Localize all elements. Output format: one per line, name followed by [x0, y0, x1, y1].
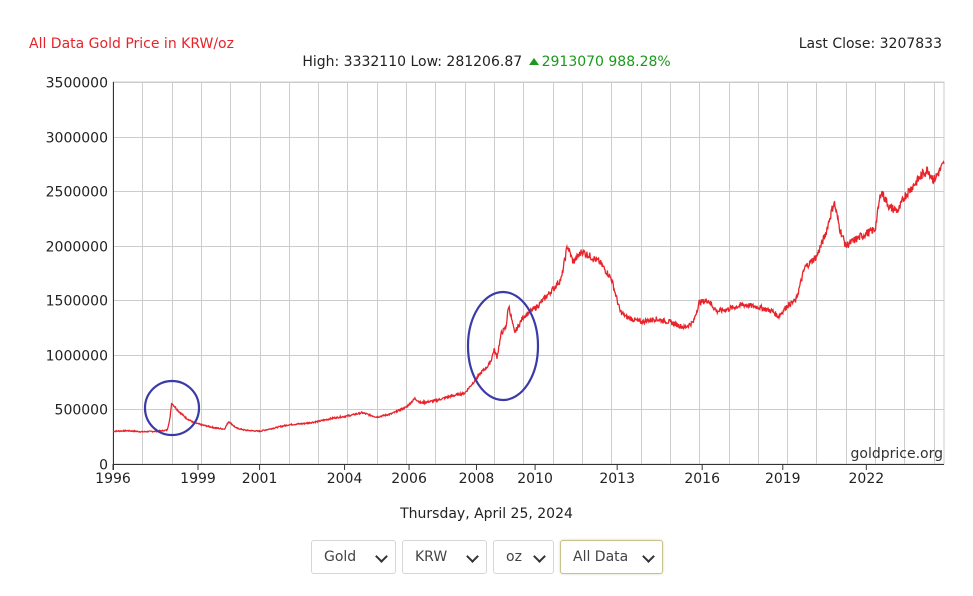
metal-select[interactable]: Gold	[311, 540, 396, 574]
metal-select-value: Gold	[324, 549, 357, 565]
y-tick-label: 3500000	[46, 76, 108, 92]
range-select-value: All Data	[573, 549, 629, 565]
price-series-line	[112, 160, 945, 433]
plot-area	[112, 81, 945, 465]
y-tick-label: 2000000	[46, 240, 108, 256]
chart-controls: Gold KRW oz All Data	[0, 540, 973, 576]
gold-price-chart: 0 500000 1000000 1500000 2000000 2500000 30000…	[46, 76, 945, 487]
high-low-text: High: 3332110 Low: 281206.87	[302, 54, 523, 70]
chevron-down-icon	[466, 550, 479, 563]
up-arrow-icon	[528, 58, 539, 65]
y-tick-label: 0	[99, 458, 108, 474]
x-tick-label: 2001	[242, 471, 278, 487]
y-tick-label: 1000000	[46, 349, 108, 365]
last-close: Last Close: 3207833	[798, 36, 942, 52]
x-tick-label: 2008	[459, 471, 495, 487]
x-tick-label: 2006	[391, 471, 427, 487]
x-tick-label: 2013	[599, 471, 635, 487]
watermark-text: goldprice.org	[851, 446, 943, 462]
date-label: Thursday, April 25, 2024	[400, 506, 573, 522]
x-tick-label: 2022	[849, 471, 885, 487]
unit-select[interactable]: oz	[493, 540, 554, 574]
x-tick-label: 1996	[95, 471, 131, 487]
annotation-circle-1998	[143, 379, 201, 437]
chart-title: All Data Gold Price in KRW/oz	[29, 36, 234, 52]
x-tick-label: 2004	[327, 471, 363, 487]
y-tick-label: 2500000	[46, 185, 108, 201]
price-stats: High: 3332110 Low: 281206.87 2913070 988…	[0, 54, 973, 70]
chevron-down-icon	[533, 550, 546, 563]
unit-select-value: oz	[506, 549, 522, 565]
chevron-down-icon	[642, 550, 655, 563]
y-tick-label: 500000	[55, 403, 108, 419]
x-tick-label: 2010	[517, 471, 553, 487]
currency-select[interactable]: KRW	[402, 540, 487, 574]
annotation-circle-2008	[466, 290, 540, 402]
x-tick-label: 2019	[765, 471, 801, 487]
y-tick-label: 3000000	[46, 131, 108, 147]
range-select[interactable]: All Data	[560, 540, 663, 574]
y-tick-label: 1500000	[46, 294, 108, 310]
chevron-down-icon	[375, 550, 388, 563]
x-tick-label: 2016	[684, 471, 720, 487]
x-tick-label: 1999	[180, 471, 216, 487]
change-text: 2913070 988.28%	[541, 54, 671, 70]
currency-select-value: KRW	[415, 549, 448, 565]
